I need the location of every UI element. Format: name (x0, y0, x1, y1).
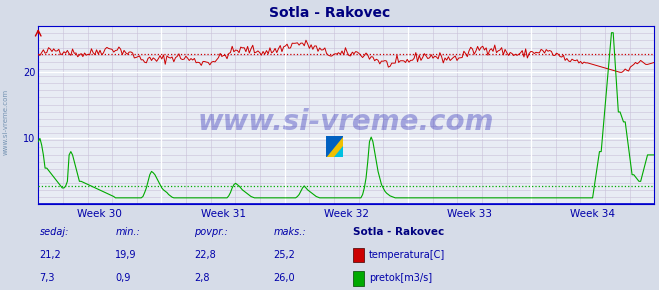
Text: www.si-vreme.com: www.si-vreme.com (198, 108, 494, 136)
Text: povpr.:: povpr.: (194, 227, 228, 237)
Text: 21,2: 21,2 (40, 250, 61, 260)
Text: 0,9: 0,9 (115, 273, 130, 283)
Text: 26,0: 26,0 (273, 273, 295, 283)
Text: Sotla - Rakovec: Sotla - Rakovec (269, 6, 390, 20)
Text: 19,9: 19,9 (115, 250, 137, 260)
Polygon shape (335, 146, 343, 157)
Text: min.:: min.: (115, 227, 140, 237)
Text: 2,8: 2,8 (194, 273, 210, 283)
Polygon shape (326, 136, 343, 157)
Text: temperatura[C]: temperatura[C] (369, 250, 445, 260)
Text: Sotla - Rakovec: Sotla - Rakovec (353, 227, 444, 237)
Text: maks.:: maks.: (273, 227, 306, 237)
Text: 22,8: 22,8 (194, 250, 216, 260)
Text: www.si-vreme.com: www.si-vreme.com (2, 89, 9, 155)
Polygon shape (326, 136, 343, 157)
Text: 7,3: 7,3 (40, 273, 55, 283)
Text: pretok[m3/s]: pretok[m3/s] (369, 273, 432, 283)
Text: sedaj:: sedaj: (40, 227, 69, 237)
Text: 25,2: 25,2 (273, 250, 295, 260)
